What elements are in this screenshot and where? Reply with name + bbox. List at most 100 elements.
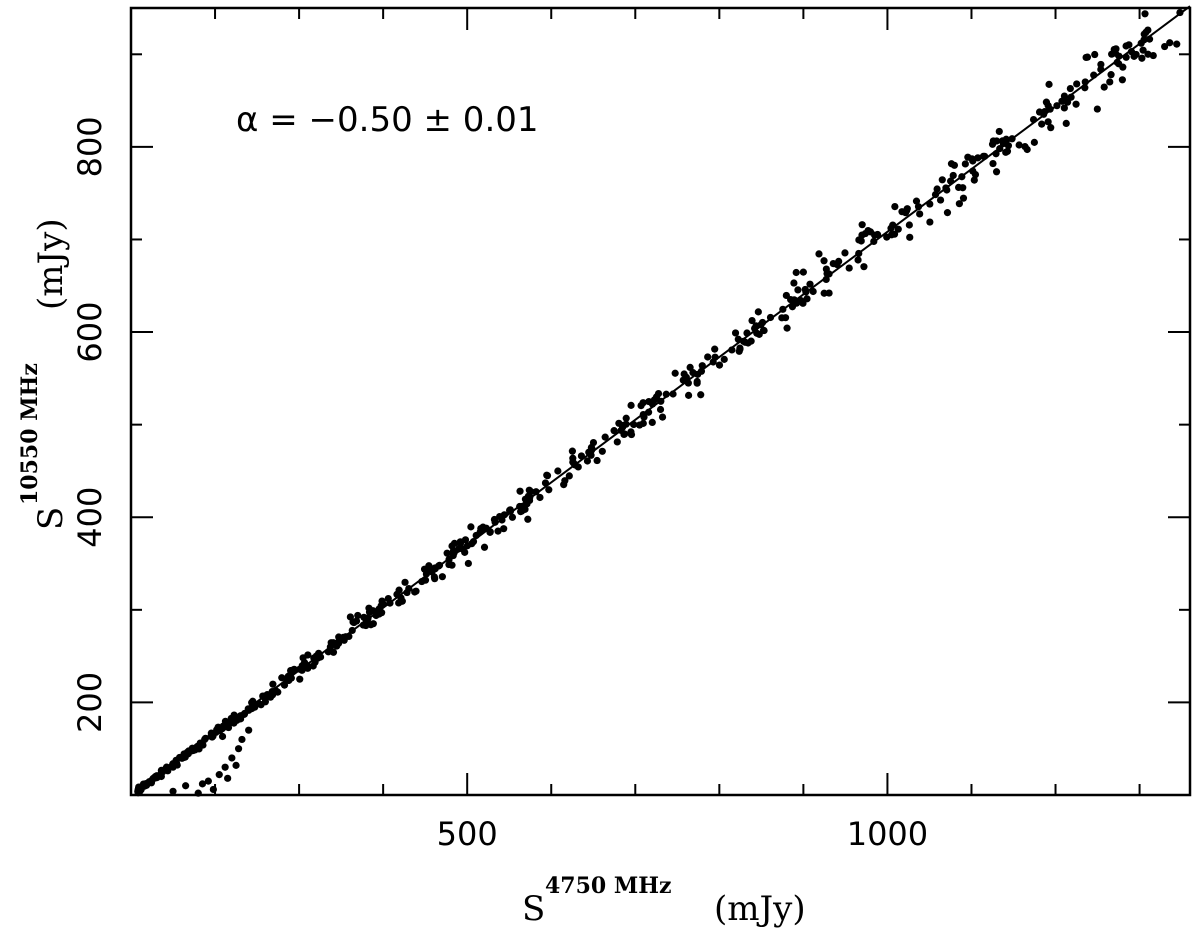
y-tick-label: 400 bbox=[71, 487, 109, 548]
data-point bbox=[822, 265, 830, 273]
data-point bbox=[992, 168, 1001, 176]
data-point bbox=[970, 176, 978, 184]
data-point bbox=[354, 611, 362, 620]
data-point bbox=[1091, 50, 1099, 59]
data-point bbox=[169, 787, 177, 795]
data-point bbox=[961, 160, 969, 168]
data-point bbox=[208, 733, 216, 741]
data-point bbox=[461, 536, 470, 544]
data-point bbox=[799, 299, 807, 307]
data-point bbox=[748, 316, 756, 325]
data-point bbox=[431, 575, 439, 583]
data-point bbox=[360, 613, 368, 621]
data-point bbox=[1066, 84, 1074, 93]
data-point bbox=[903, 205, 911, 213]
data-point bbox=[639, 419, 647, 427]
data-point bbox=[864, 226, 872, 235]
data-point bbox=[198, 780, 207, 788]
data-point bbox=[587, 443, 595, 452]
data-point bbox=[1030, 138, 1038, 146]
data-point bbox=[704, 353, 712, 361]
data-point bbox=[854, 256, 862, 264]
data-point bbox=[593, 456, 601, 465]
data-point bbox=[350, 618, 358, 627]
data-point bbox=[955, 200, 963, 208]
x-tick-label: 1000 bbox=[847, 815, 928, 853]
data-point bbox=[949, 171, 957, 180]
data-point bbox=[989, 159, 997, 168]
data-point bbox=[516, 487, 524, 495]
data-point bbox=[610, 427, 618, 435]
data-point bbox=[1139, 46, 1147, 54]
data-point bbox=[1142, 28, 1150, 36]
data-point bbox=[916, 210, 924, 218]
data-point bbox=[627, 428, 635, 436]
data-point bbox=[648, 418, 656, 427]
data-point bbox=[601, 433, 609, 441]
data-point bbox=[443, 549, 451, 557]
y-axis-title-unit: (mJy) bbox=[31, 218, 71, 310]
x-axis-title-main: S bbox=[522, 889, 545, 929]
data-point bbox=[735, 347, 743, 355]
data-point bbox=[969, 157, 977, 165]
fit-line bbox=[138, 5, 1191, 791]
data-point bbox=[221, 763, 229, 771]
data-point bbox=[860, 263, 868, 271]
y-tick-label: 200 bbox=[71, 672, 109, 733]
data-point bbox=[926, 218, 934, 226]
data-point bbox=[269, 691, 277, 699]
data-point bbox=[959, 194, 968, 202]
data-point bbox=[1166, 39, 1174, 47]
data-point bbox=[218, 732, 227, 741]
data-point bbox=[1118, 76, 1126, 84]
data-point bbox=[1161, 42, 1169, 51]
data-point bbox=[671, 369, 679, 377]
y-axis-title-superscript: 10550 MHz bbox=[17, 363, 43, 505]
data-point bbox=[720, 355, 728, 363]
x-axis-title-unit: (mJy) bbox=[714, 889, 806, 929]
data-point bbox=[500, 525, 508, 533]
data-point bbox=[1173, 40, 1181, 48]
data-point bbox=[627, 401, 635, 409]
data-point bbox=[182, 782, 190, 790]
tick-labels: 500 1000 200 400 600 800 bbox=[71, 116, 928, 853]
data-point bbox=[438, 573, 446, 581]
data-point bbox=[778, 314, 786, 322]
data-point bbox=[1072, 100, 1080, 108]
data-point bbox=[1003, 147, 1012, 155]
data-point bbox=[1107, 71, 1115, 79]
data-point bbox=[518, 507, 526, 515]
data-point bbox=[697, 391, 705, 399]
data-point bbox=[568, 447, 576, 455]
data-point bbox=[508, 513, 517, 521]
data-point bbox=[684, 391, 693, 399]
data-point bbox=[261, 698, 269, 706]
data-point bbox=[565, 472, 573, 480]
data-point bbox=[524, 515, 532, 523]
data-point bbox=[494, 527, 502, 535]
data-point bbox=[1106, 78, 1114, 86]
data-point bbox=[401, 578, 409, 586]
data-point bbox=[1062, 119, 1070, 128]
data-point bbox=[1042, 98, 1051, 106]
data-point bbox=[545, 486, 553, 494]
data-point bbox=[993, 137, 1001, 145]
data-point bbox=[711, 345, 719, 353]
data-point bbox=[815, 250, 823, 258]
data-point bbox=[224, 774, 232, 782]
data-point bbox=[891, 202, 899, 211]
data-point bbox=[747, 337, 755, 345]
x-axis-title-superscript: 4750 MHz bbox=[545, 873, 672, 899]
data-point bbox=[554, 467, 562, 475]
data-point bbox=[480, 543, 489, 551]
data-point bbox=[731, 329, 740, 337]
data-point bbox=[228, 754, 236, 762]
x-tick-label: 500 bbox=[437, 815, 498, 853]
data-point bbox=[652, 393, 661, 401]
data-point bbox=[1045, 80, 1053, 88]
data-point bbox=[1047, 124, 1055, 132]
data-point bbox=[412, 587, 420, 595]
data-point bbox=[536, 493, 544, 502]
data-point bbox=[245, 726, 253, 734]
